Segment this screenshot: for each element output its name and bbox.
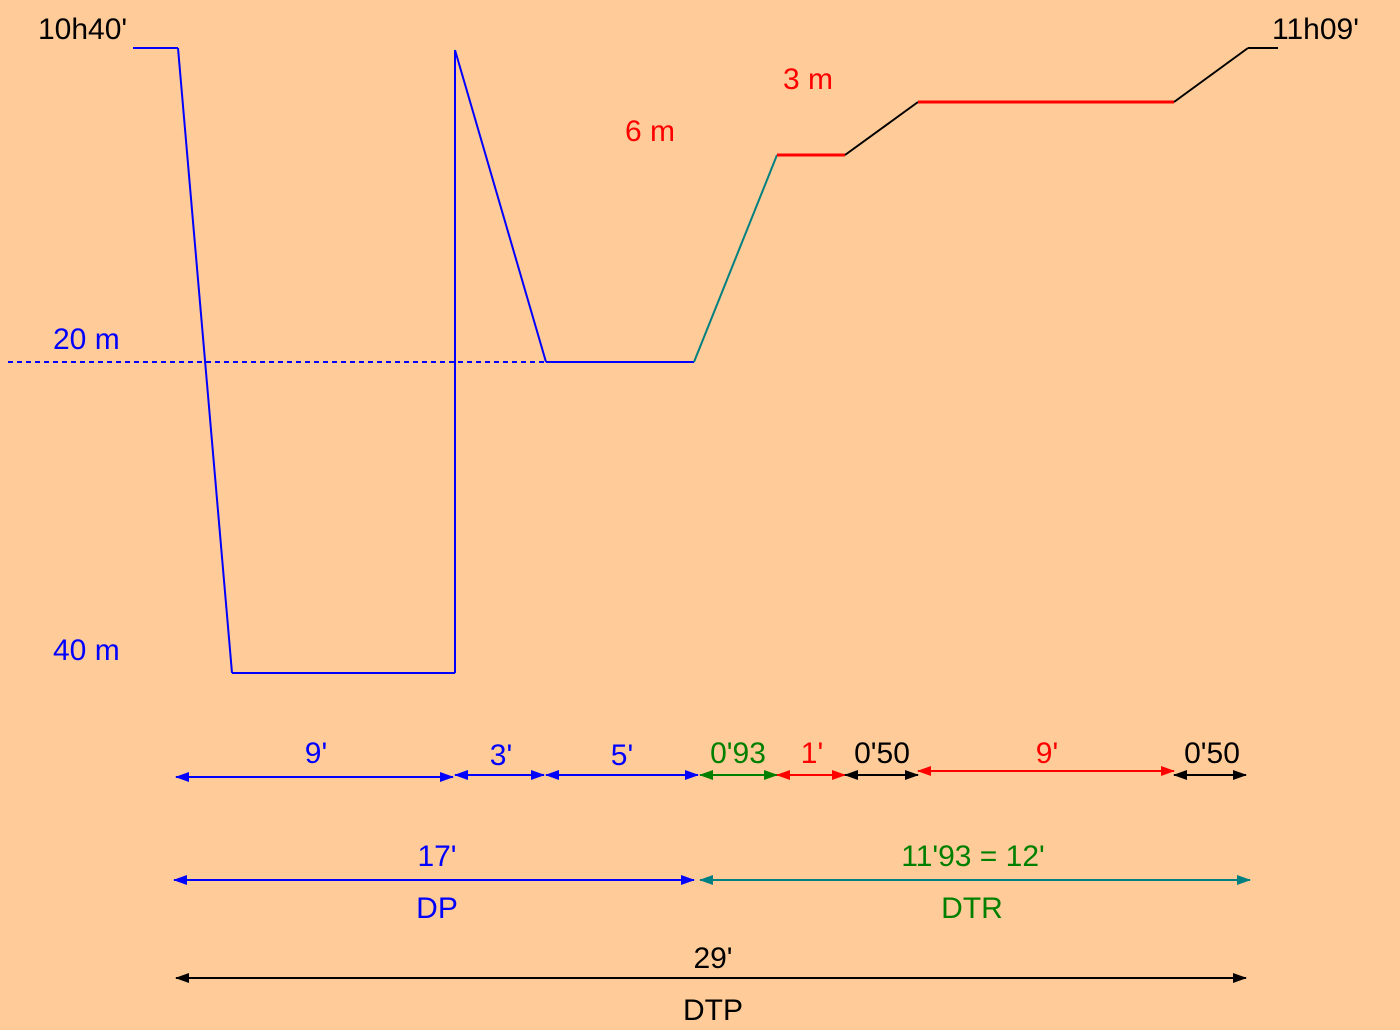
segment-label: 9' <box>1036 737 1058 770</box>
end-time-label: 11h09' <box>1272 13 1359 46</box>
start-time-label: 10h40' <box>38 13 127 46</box>
segment-label: 0'50 <box>854 737 910 770</box>
segment-label: 9' <box>305 737 327 770</box>
segment-label: 1' <box>801 737 823 770</box>
segment-label: 5' <box>611 739 633 772</box>
dp-time-label: 17' <box>417 840 456 873</box>
dtp-time-label: 29' <box>693 942 732 975</box>
segment-label: 0'93 <box>710 737 766 770</box>
ascent-to-surface-end-line <box>1173 47 1249 103</box>
stop-6m-label: 6 m <box>625 115 675 148</box>
segment-arrows <box>175 766 1247 782</box>
dtp-name-label: DTP <box>683 994 743 1027</box>
segment-label: 3' <box>490 739 512 772</box>
ascent-to-6m-line <box>693 154 778 363</box>
descent-to-20m-line <box>454 49 547 363</box>
profile-lines <box>8 47 1278 674</box>
dtr-time-label: 11'93 = 12' <box>901 840 1045 873</box>
stop-3m-label: 3 m <box>783 63 833 96</box>
depth-40m-label: 40 m <box>53 634 120 667</box>
descent-to-40m-line <box>177 47 233 674</box>
depth-20m-label: 20 m <box>53 323 120 356</box>
dp-name-label: DP <box>416 892 458 925</box>
ascent-6m-to-3m-line <box>844 101 919 156</box>
segment-label: 0'50 <box>1184 737 1240 770</box>
dtr-name-label: DTR <box>941 892 1003 925</box>
